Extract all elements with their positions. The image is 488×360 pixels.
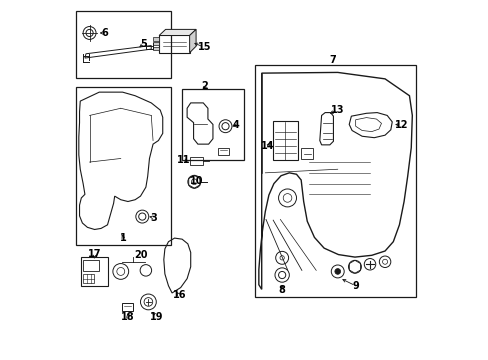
Text: 6: 6 <box>101 28 108 38</box>
Text: 15: 15 <box>197 42 211 52</box>
Polygon shape <box>301 148 313 159</box>
Text: 8: 8 <box>278 285 285 296</box>
Text: 4: 4 <box>232 121 239 130</box>
Text: 14: 14 <box>261 141 274 151</box>
Polygon shape <box>189 30 196 53</box>
Text: 20: 20 <box>134 249 147 260</box>
Text: 18: 18 <box>121 312 135 322</box>
Polygon shape <box>152 42 159 45</box>
Text: 1: 1 <box>120 233 126 243</box>
Polygon shape <box>85 45 151 58</box>
Polygon shape <box>159 30 196 36</box>
Polygon shape <box>152 46 159 50</box>
Text: 17: 17 <box>88 248 101 258</box>
Text: 16: 16 <box>172 291 185 301</box>
Text: 19: 19 <box>150 312 163 322</box>
Text: 7: 7 <box>328 55 335 65</box>
Text: 5: 5 <box>141 39 147 49</box>
Circle shape <box>334 269 340 274</box>
Text: 2: 2 <box>201 81 208 91</box>
Text: 11: 11 <box>177 155 190 165</box>
Text: 12: 12 <box>394 120 407 130</box>
Polygon shape <box>152 37 159 41</box>
Text: 13: 13 <box>330 105 344 115</box>
Text: 10: 10 <box>190 176 203 186</box>
Text: 9: 9 <box>351 281 358 291</box>
Text: 3: 3 <box>150 213 157 222</box>
